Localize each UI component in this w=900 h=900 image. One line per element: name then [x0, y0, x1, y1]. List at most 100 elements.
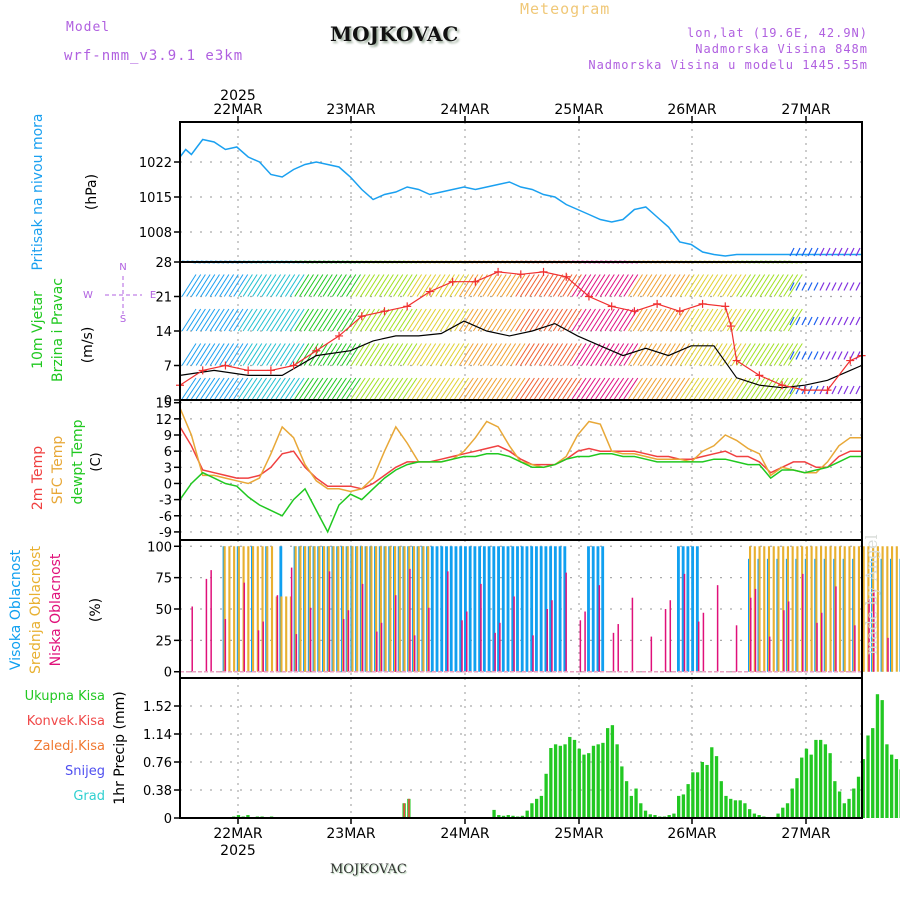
wind-barb [684, 274, 700, 297]
wind-barb [745, 308, 761, 332]
precip-bar [710, 747, 714, 818]
station-title: MOJKOVAC [330, 22, 459, 46]
wind-barb [726, 274, 742, 297]
compass-w: W [83, 290, 93, 301]
y-tick-label: 100 [147, 540, 172, 555]
wind-barb [623, 377, 639, 400]
precip-bar [752, 813, 757, 818]
wind-barb [693, 274, 709, 297]
cloud-high-bar [449, 546, 453, 672]
precip-bar [890, 754, 894, 818]
gust-marker [516, 270, 525, 279]
wind-barb [487, 343, 502, 366]
wind-barb [322, 308, 338, 332]
wind-barb [632, 274, 648, 297]
wind-barb [346, 377, 361, 400]
wind-barb [411, 274, 427, 297]
gust-marker [380, 307, 389, 316]
wind-barb [463, 343, 479, 366]
precip-bar [823, 744, 828, 818]
wind-barb [543, 343, 559, 366]
wind-barb [566, 274, 582, 297]
wind-barb [787, 308, 803, 332]
wind-barb [505, 343, 521, 366]
cloud-mid-bar [853, 546, 856, 672]
wind-barb [665, 274, 681, 297]
cloud-high-bar [478, 546, 482, 672]
gust-marker [539, 267, 548, 276]
y-tick-label: 9 [164, 429, 172, 444]
cloud-low-bar [669, 600, 672, 672]
wind-barb [275, 343, 291, 366]
wind-barb [472, 343, 488, 366]
cloud-high-bar [591, 546, 595, 672]
wind-barb [801, 282, 807, 291]
gust-marker [312, 346, 321, 355]
wind-barb [228, 274, 244, 297]
model-elevation: Nadmorska Visina u modelu 1445.55m [588, 58, 868, 72]
wind-barb [524, 343, 540, 366]
precip-bar [520, 815, 525, 818]
gust-marker [846, 356, 855, 365]
cloud-low-bar [631, 597, 634, 672]
wind-barb [795, 247, 801, 257]
wind-barb [331, 308, 347, 332]
cloud-mid-bar [829, 546, 832, 672]
cloud-high-bar [454, 546, 458, 672]
wind-barb [458, 377, 474, 400]
cloud-mid-bar [379, 546, 382, 672]
wind-barb [472, 377, 488, 400]
wind-barb [491, 274, 507, 297]
wind-barb [440, 377, 455, 400]
convective-bar [408, 798, 410, 818]
wind-barb [186, 343, 202, 366]
wind-barb [769, 377, 784, 400]
wind-barb [378, 274, 394, 297]
wind-barb [740, 308, 756, 332]
cloud-mid-bar [280, 596, 283, 672]
wind-barb [538, 343, 554, 366]
precip-bar [563, 744, 567, 818]
wind-barb [825, 247, 831, 257]
wind-barb [849, 385, 855, 395]
y-tick-label: 3 [164, 461, 172, 476]
wind-barb [491, 377, 507, 400]
wind-barb [411, 343, 427, 366]
cloud-low-bar [380, 622, 383, 672]
cloud-mid-bar [270, 546, 274, 672]
wind-barb [759, 377, 775, 400]
wind-barb [656, 274, 672, 297]
cloud-mid-bar [810, 546, 813, 672]
gust-marker [471, 277, 480, 286]
precip-bar [785, 803, 790, 818]
precip-bar [861, 759, 865, 818]
wind-barb [355, 308, 371, 332]
wind-barb [618, 308, 634, 332]
wind-barb [707, 377, 723, 400]
wind-barb [519, 343, 535, 366]
cloud-high-bar [601, 546, 605, 672]
temperature-frame [179, 399, 863, 541]
precip-bar [714, 756, 719, 818]
wind-barb [552, 274, 568, 297]
precip-bar [700, 762, 704, 818]
precip-bar [634, 788, 638, 818]
wind-barb [642, 377, 658, 400]
wind-barb [444, 343, 460, 366]
y-tick-label: 1.52 [143, 700, 172, 715]
wind-barb [787, 274, 803, 297]
cloud-mid-bar [313, 546, 316, 672]
wind-barb [284, 343, 300, 366]
wind-barb [496, 377, 512, 400]
precip-bar [719, 781, 723, 818]
temp-dewpt-label: dewpt Temp [70, 419, 86, 504]
wind-barb [364, 377, 380, 400]
wind-barb [789, 351, 795, 360]
wind-barb [538, 377, 554, 400]
y-tick-label: 1.14 [143, 728, 172, 743]
cloud-mid-bar [824, 546, 827, 672]
wind-barb [317, 274, 333, 297]
cloud-mid-bar [422, 546, 425, 672]
wind-barb [482, 343, 498, 366]
wind-barb [237, 274, 253, 297]
